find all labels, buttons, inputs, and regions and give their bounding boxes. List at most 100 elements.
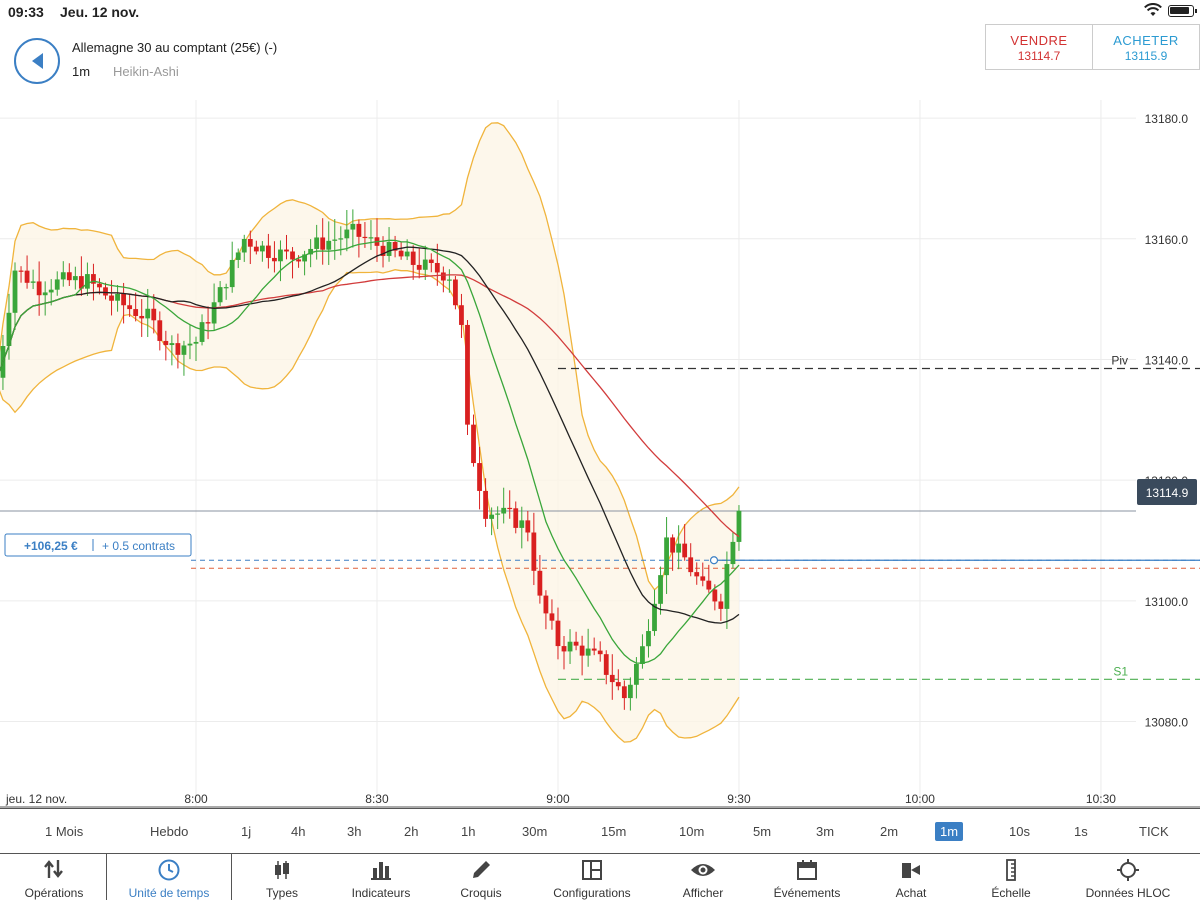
candle	[42, 281, 48, 316]
nav-croquis[interactable]: Croquis	[429, 854, 533, 900]
candle	[434, 243, 440, 286]
candle	[519, 506, 525, 549]
candle	[646, 619, 651, 658]
status-bar: 09:33 Jeu. 12 nov.	[0, 0, 1200, 24]
position-pnl: +106,25 €	[24, 539, 78, 553]
chart-type: Heikin-Ashi	[113, 64, 179, 79]
candle	[133, 292, 139, 322]
candle	[253, 240, 259, 255]
nav-donnees-hloc[interactable]: Données HLOC	[1076, 854, 1180, 900]
timeframe-tick[interactable]: TICK	[1139, 824, 1169, 839]
timeframe-1h[interactable]: 1h	[461, 824, 476, 839]
buy-button[interactable]: ACHETER 13115.9	[1092, 24, 1200, 70]
candle	[404, 239, 410, 261]
status-time: 09:33	[8, 4, 44, 20]
back-button[interactable]	[14, 38, 60, 84]
layout-icon	[540, 858, 644, 884]
y-tick-label: 13160.0	[1145, 233, 1189, 247]
timeframe-2m[interactable]: 2m	[880, 824, 899, 839]
candle	[718, 593, 724, 621]
chart-timeframe: 1m	[72, 64, 91, 79]
nav-afficher[interactable]: Afficher	[651, 854, 755, 900]
timeframe-1s[interactable]: 1s	[1074, 824, 1088, 839]
candle	[259, 241, 265, 262]
nav-echelle[interactable]: Échelle	[959, 854, 1063, 900]
candle	[247, 230, 253, 265]
chart-overlay: +106,25 € + 0.5 contrats 13114.9	[4, 479, 1197, 557]
bollinger-lower	[0, 269, 740, 743]
x-tick-label: 8:00	[184, 792, 208, 806]
eye-icon	[651, 858, 755, 884]
candle	[513, 501, 519, 534]
y-tick-label: 13100.0	[1145, 595, 1189, 609]
candle	[585, 628, 591, 667]
battery-icon	[1168, 5, 1197, 17]
sell-price: 13114.7	[1017, 49, 1061, 63]
candle	[12, 262, 18, 330]
candle	[115, 285, 120, 312]
candle	[525, 510, 531, 542]
candle	[676, 525, 682, 570]
candle	[350, 209, 356, 248]
candle	[314, 224, 320, 260]
nav-label: Types	[265, 886, 298, 900]
candles	[0, 209, 742, 711]
candle	[205, 306, 211, 340]
nav-label: Échelle	[991, 886, 1031, 900]
candle	[103, 282, 108, 300]
candle	[30, 269, 36, 290]
candle	[658, 566, 663, 615]
nav-evenements[interactable]: Événements	[755, 854, 859, 900]
candle	[477, 446, 482, 510]
timeframe-1-mois[interactable]: 1 Mois	[45, 824, 84, 839]
candle	[151, 294, 157, 334]
candle	[356, 219, 362, 258]
nav-configurations[interactable]: Configurations	[540, 854, 644, 900]
y-tick-label: 13140.0	[1145, 353, 1189, 367]
timeframe-2h[interactable]: 2h	[404, 824, 419, 839]
nav-achat[interactable]: Achat	[859, 854, 963, 900]
candle	[694, 562, 700, 585]
current-price-badge	[1137, 479, 1197, 505]
sell-button[interactable]: VENDRE 13114.7	[985, 24, 1093, 70]
candle	[561, 635, 567, 670]
bar-chart-icon	[329, 858, 433, 884]
candle	[471, 414, 476, 467]
timeframe-3h[interactable]: 3h	[347, 824, 362, 839]
nav-types[interactable]: Types	[230, 854, 334, 900]
timeframe-1j[interactable]: 1j	[241, 824, 252, 839]
nav-indicateurs[interactable]: Indicateurs	[329, 854, 433, 900]
candle	[615, 669, 621, 691]
nav-operations[interactable]: Opérations	[2, 854, 106, 900]
timeframe-10m[interactable]: 10m	[679, 824, 705, 839]
position-marker[interactable]	[709, 556, 719, 565]
candle	[422, 245, 428, 280]
candle	[181, 340, 187, 376]
candle	[368, 220, 374, 250]
candle	[501, 487, 507, 524]
candle	[567, 629, 573, 664]
candle	[54, 271, 60, 296]
timeframe-30m[interactable]: 30m	[522, 824, 548, 839]
timeframe-1m[interactable]: 1m	[935, 822, 964, 841]
nav-unite-de-temps[interactable]: Unité de temps	[106, 854, 232, 900]
timeframe-3m[interactable]: 3m	[816, 824, 835, 839]
candle	[211, 283, 217, 331]
timeframe-4h[interactable]: 4h	[291, 824, 306, 839]
position-badge[interactable]	[4, 533, 192, 557]
timeframe-5m[interactable]: 5m	[753, 824, 772, 839]
timeframe-10s[interactable]: 10s	[1009, 824, 1030, 839]
calendar-icon	[755, 858, 859, 884]
candle	[6, 293, 12, 360]
candle	[332, 219, 338, 260]
current-price-label: 13114.9	[1146, 486, 1189, 500]
x-tick-label: 9:30	[727, 792, 751, 806]
x-tick-label: 10:30	[1086, 792, 1116, 806]
nav-label: Indicateurs	[351, 886, 411, 900]
timeframe-hebdo[interactable]: Hebdo	[150, 824, 189, 839]
scale-icon	[959, 858, 1063, 884]
candle	[320, 218, 326, 265]
timeframe-15m[interactable]: 15m	[601, 824, 627, 839]
crosshair-icon	[1076, 858, 1180, 884]
